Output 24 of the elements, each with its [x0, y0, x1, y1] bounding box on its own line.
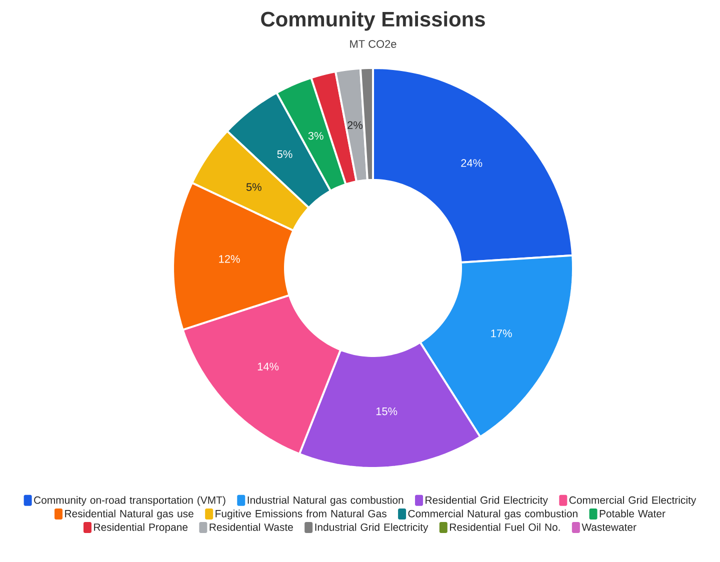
- legend-label: Wastewater: [582, 524, 636, 531]
- legend-label: Fugitive Emissions from Natural Gas: [216, 510, 386, 520]
- legend-label: Community on-road transportation (VMT): [34, 496, 226, 506]
- legend-label: Industrial Natural gas combustion: [248, 496, 404, 506]
- legend-label: Industrial Grid Electricity: [315, 523, 428, 533]
- chart-title: Community Emissions: [261, 11, 485, 31]
- legend-label: Residential Propane: [94, 523, 188, 533]
- data-label: 2%: [348, 121, 362, 129]
- data-label: 3%: [308, 132, 324, 140]
- data-label: 24%: [461, 159, 482, 167]
- legend-label: Residential Natural gas use: [65, 510, 194, 520]
- legend-label: Residential Grid Electricity: [426, 496, 548, 506]
- legend-label: Residential Waste: [210, 523, 293, 531]
- data-label: 14%: [258, 362, 279, 370]
- data-label: 5%: [277, 150, 292, 158]
- legend-label: Potable Water: [600, 510, 666, 518]
- data-label: 12%: [219, 255, 240, 263]
- legend-label: Residential Fuel Oil No.: [450, 523, 560, 531]
- data-label: 17%: [491, 330, 512, 338]
- legend-label: Commercial Grid Electricity: [569, 496, 696, 506]
- chart-subtitle: MT CO2e: [350, 40, 396, 48]
- legend-label: Commercial Natural gas combustion: [408, 510, 578, 520]
- data-label: 5%: [246, 183, 262, 191]
- data-label: 15%: [376, 408, 398, 416]
